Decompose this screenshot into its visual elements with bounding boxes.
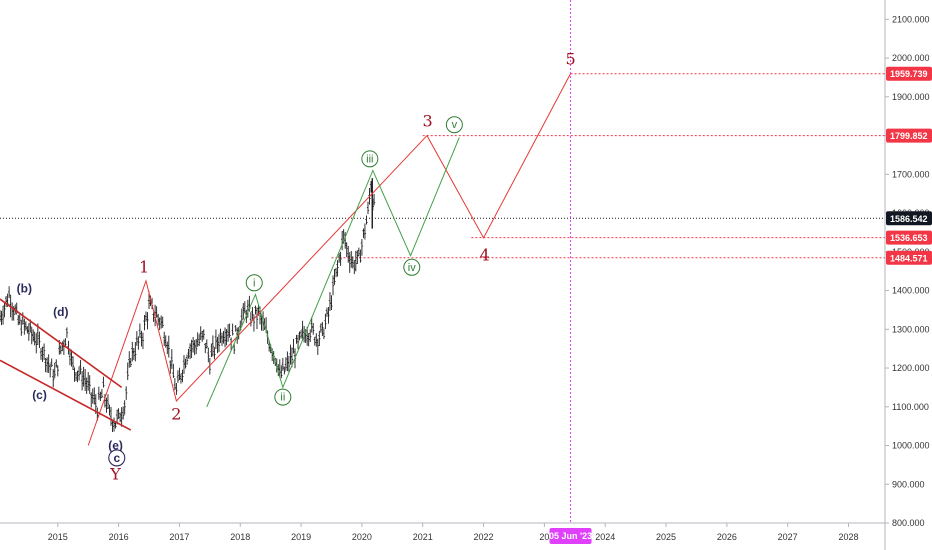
price-tag-label: 1799.852 [890, 131, 928, 141]
date-marker-tag [549, 528, 592, 544]
time-axis[interactable]: 2015 2016 2017 2018 2019 2020 2021 2022 20 2024 20… [48, 523, 859, 544]
price-tag-label: 1484.571 [890, 253, 928, 263]
x-tick-label: 2020 [352, 532, 372, 542]
x-tick-label: 2015 [48, 532, 68, 542]
wave-label: (c) [32, 388, 47, 402]
x-tick-label: 2027 [778, 532, 798, 542]
wave-label-circle [274, 388, 292, 406]
price-tag [886, 128, 932, 143]
price-tag-label: 1536.653 [890, 233, 928, 243]
price-tag-label: 1959.739 [890, 69, 928, 79]
y-tick-label: 800.000 [892, 518, 925, 528]
x-tick-label: 2025 [656, 532, 676, 542]
wave-line [0, 359, 132, 431]
wave-label: 5 [565, 50, 575, 69]
x-tick-label: 2017 [169, 532, 189, 542]
wave-label: ii [280, 392, 285, 404]
x-tick-label: 2028 [838, 532, 858, 542]
wave-label: c [113, 451, 120, 465]
y-tick-label: 1000.000 [892, 441, 930, 451]
price-tag [886, 211, 932, 226]
x-tick-label: 20 [539, 532, 549, 542]
wave-line [0, 298, 123, 389]
wave-label-circle [445, 116, 463, 134]
x-tick-label: 2026 [717, 532, 737, 542]
wave-label: v [452, 119, 458, 131]
y-tick-label: 2000.000 [892, 53, 930, 63]
wave-label: iv [408, 262, 416, 274]
wave-line [206, 137, 460, 407]
wave-label: (e) [108, 439, 123, 453]
wave-label: 3 [423, 111, 433, 130]
wave-label: (d) [53, 305, 68, 319]
y-tick-label: 900.000 [892, 479, 925, 489]
wave-label: i [253, 277, 255, 289]
x-tick-label: 2019 [291, 532, 311, 542]
y-tick-label: 1400.000 [892, 286, 930, 296]
x-tick-label: 2022 [474, 532, 494, 542]
price-tag [886, 66, 932, 81]
y-tick-label: 1100.000 [892, 402, 929, 412]
wave-label: 4 [480, 246, 490, 265]
wave-label: 2 [171, 405, 181, 424]
y-tick-label: 1900.000 [892, 92, 930, 102]
price-tags: 1959.739 1799.852 1586.542 1536.653 1484.571 [886, 66, 932, 265]
y-tick-label: 1200.000 [892, 363, 930, 373]
date-marker-label: 05 Jun '23 [549, 531, 592, 541]
y-tick-label: 1700.000 [892, 169, 930, 179]
price-tag [886, 230, 932, 245]
wave-label: Y [109, 465, 121, 484]
wave-line [87, 73, 571, 446]
price-tag-label: 1586.542 [890, 214, 928, 224]
wave-label: 1 [139, 257, 149, 276]
price-tag [886, 250, 932, 265]
wave-label-circle [361, 150, 379, 168]
y-tick-label: 2100.000 [892, 14, 930, 24]
wave-label: (b) [17, 282, 32, 296]
wave-label-circle [245, 274, 263, 292]
x-tick-label: 2016 [109, 532, 129, 542]
x-tick-label: 2018 [230, 532, 250, 542]
x-tick-label: 2021 [413, 532, 433, 542]
y-tick-label: 1300.000 [892, 324, 930, 334]
wave-label-circle [403, 258, 421, 276]
wave-label: iii [366, 153, 373, 165]
wave-label-circle [108, 449, 126, 467]
x-tick-label: 2024 [595, 532, 615, 542]
